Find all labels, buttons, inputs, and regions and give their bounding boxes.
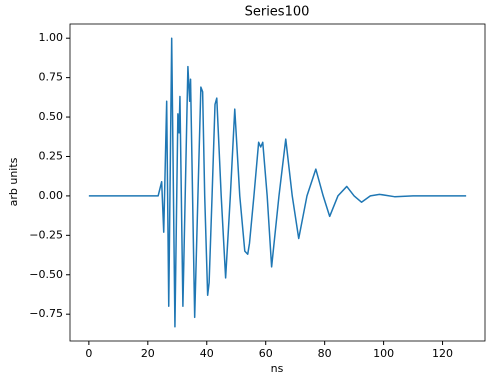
x-tick-label: 20 — [141, 347, 155, 360]
x-tick-label: 60 — [259, 347, 273, 360]
x-tick-label: 40 — [200, 347, 214, 360]
y-tick-label: −0.25 — [29, 228, 63, 241]
x-tick-label: 120 — [432, 347, 453, 360]
y-tick-label: 0.25 — [39, 149, 64, 162]
y-tick-label: 0.50 — [39, 110, 64, 123]
y-tick-label: −0.50 — [29, 268, 63, 281]
x-tick-label: 80 — [318, 347, 332, 360]
chart-title: Series100 — [245, 5, 310, 20]
plot-frame — [69, 23, 486, 342]
x-tick-label: 0 — [85, 347, 92, 360]
x-axis-label: ns — [271, 362, 284, 374]
y-axis-label: arb units — [7, 157, 20, 206]
line — [88, 37, 467, 328]
y-tick-label: 0.75 — [39, 71, 64, 84]
x-tick-label: 100 — [373, 347, 394, 360]
y-tick-label: 0.00 — [39, 189, 64, 202]
y-tick-label: 1.00 — [39, 31, 64, 44]
y-tick-label: −0.75 — [29, 307, 63, 320]
